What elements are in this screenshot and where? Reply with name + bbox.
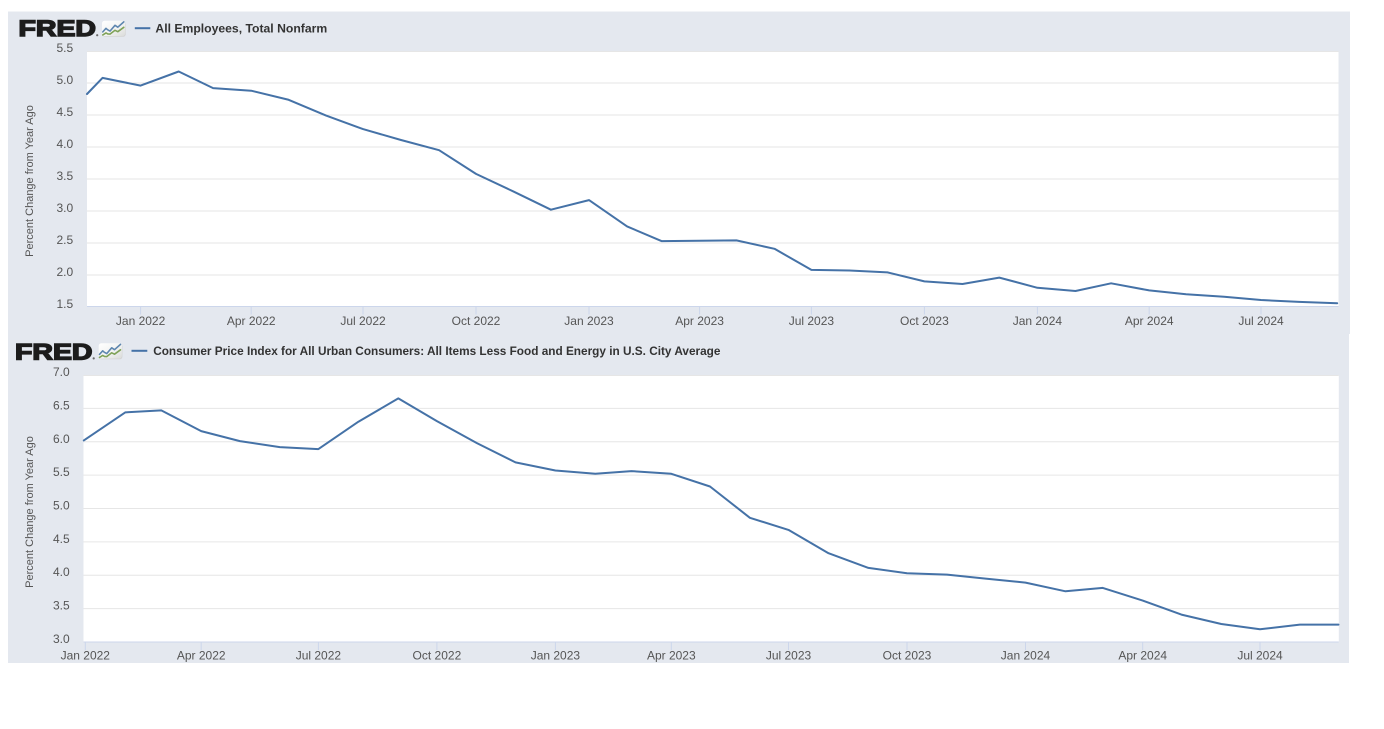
svg-text:Apr 2022: Apr 2022 [177,649,226,663]
svg-text:Oct 2022: Oct 2022 [452,314,501,328]
svg-text:Percent Change from Year Ago: Percent Change from Year Ago [24,105,36,257]
svg-text:Apr 2023: Apr 2023 [675,314,724,328]
svg-text:Jan 2024: Jan 2024 [1001,649,1051,663]
svg-text:5.0: 5.0 [57,73,74,87]
svg-text:Jan 2022: Jan 2022 [61,649,111,663]
svg-text:Jul 2024: Jul 2024 [1238,314,1284,328]
svg-text:Oct 2023: Oct 2023 [883,649,932,663]
svg-text:Jul 2022: Jul 2022 [296,649,342,663]
svg-text:3.0: 3.0 [53,632,70,646]
svg-text:3.0: 3.0 [57,201,74,215]
svg-text:Jul 2024: Jul 2024 [1237,649,1283,663]
svg-text:6.5: 6.5 [53,398,70,412]
svg-text:Percent Change from Year Ago: Percent Change from Year Ago [24,436,36,588]
svg-text:Jan 2024: Jan 2024 [1013,314,1063,328]
svg-text:7.0: 7.0 [53,365,70,379]
svg-text:1.5: 1.5 [57,297,74,311]
svg-text:Jan 2023: Jan 2023 [531,649,581,663]
svg-text:Oct 2022: Oct 2022 [413,649,462,663]
svg-text:Jan 2022: Jan 2022 [116,314,166,328]
svg-text:4.0: 4.0 [53,565,70,579]
svg-text:Apr 2023: Apr 2023 [647,649,696,663]
svg-text:Jul 2023: Jul 2023 [789,314,835,328]
svg-text:Jan 2023: Jan 2023 [564,314,614,328]
svg-text:Apr 2024: Apr 2024 [1118,649,1167,663]
svg-text:4.5: 4.5 [53,532,70,546]
svg-text:Oct 2023: Oct 2023 [900,314,949,328]
svg-text:5.0: 5.0 [53,499,70,513]
svg-text:5.5: 5.5 [57,41,74,55]
svg-text:6.0: 6.0 [53,432,70,446]
svg-text:2.5: 2.5 [57,233,74,247]
svg-text:Apr 2024: Apr 2024 [1125,314,1174,328]
svg-text:FRED: FRED [19,16,97,41]
svg-text:5.5: 5.5 [53,465,70,479]
svg-text:All Employees, Total Nonfarm: All Employees, Total Nonfarm [155,21,327,35]
svg-text:4.0: 4.0 [57,137,74,151]
svg-text:Jul 2023: Jul 2023 [766,649,812,663]
svg-text:3.5: 3.5 [57,169,74,183]
svg-text:2.0: 2.0 [57,265,74,279]
svg-text:3.5: 3.5 [53,599,70,613]
svg-text:Apr 2022: Apr 2022 [227,314,276,328]
svg-text:Consumer Price Index for All U: Consumer Price Index for All Urban Consu… [153,344,721,358]
svg-text:Jul 2022: Jul 2022 [340,314,386,328]
svg-text:4.5: 4.5 [57,105,74,119]
svg-text:FRED: FRED [15,339,93,364]
